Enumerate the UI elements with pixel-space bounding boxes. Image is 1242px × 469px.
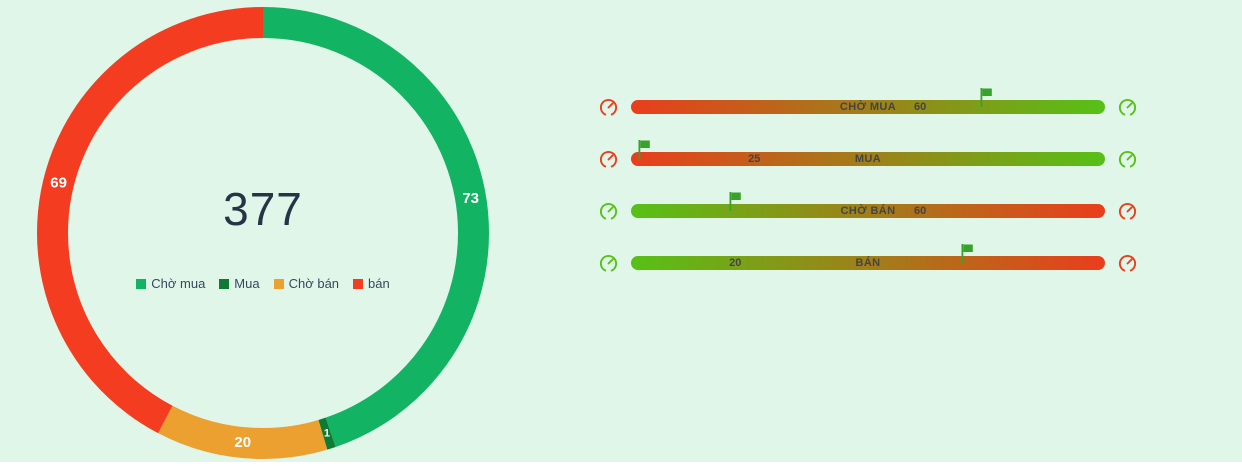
donut-segment[interactable] xyxy=(37,7,489,459)
donut-segment-label: 20 xyxy=(234,434,251,451)
gauge-row: CHỜ BÁN 60 xyxy=(598,185,1138,237)
donut-legend: Chờ mua Mua Chờ bán bán xyxy=(103,276,423,291)
gauge-row: BÁN 20 xyxy=(598,237,1138,289)
gauge-bar-value: 20 xyxy=(729,257,742,269)
gauge-bar-label: CHỜ BÁN xyxy=(840,205,896,217)
gauge-row: MUA 25 xyxy=(598,133,1138,185)
legend-item[interactable]: bán xyxy=(353,276,390,291)
donut-segment-label: 1 xyxy=(324,428,330,440)
donut-total-value: 377 xyxy=(223,183,303,235)
gauge-row: CHỜ MUA 60 xyxy=(598,81,1138,133)
gauge-bar-label: BÁN xyxy=(855,257,881,269)
flag-marker-icon[interactable] xyxy=(961,244,974,263)
speedometer-left-icon xyxy=(598,253,619,274)
gauge-bar-value: 60 xyxy=(914,205,927,217)
bottom-strip xyxy=(0,462,1242,469)
gauge-bar-value: 60 xyxy=(914,101,927,113)
legend-swatch xyxy=(273,278,284,289)
legend-swatch xyxy=(353,278,364,289)
gauge-bar: MUA 25 xyxy=(631,140,1105,166)
legend-label: Mua xyxy=(234,276,260,291)
speedometer-left-icon xyxy=(598,97,619,118)
flag-marker-icon[interactable] xyxy=(980,88,993,107)
flag-marker-icon[interactable] xyxy=(638,140,651,159)
speedometer-right-icon xyxy=(1117,253,1138,274)
gauge-bar-label: MUA xyxy=(854,153,882,165)
legend-swatch xyxy=(219,278,230,289)
donut-segment-label: 69 xyxy=(50,174,67,191)
speedometer-right-icon xyxy=(1117,201,1138,222)
gauge-bar-value: 25 xyxy=(748,153,761,165)
donut-segment[interactable] xyxy=(37,7,489,459)
allocation-donut-chart: 73 1 20 69 xyxy=(37,7,489,459)
speedometer-left-icon xyxy=(598,201,619,222)
legend-label: Chờ mua xyxy=(151,276,206,291)
gauge-bar: CHỜ BÁN 60 xyxy=(631,192,1105,218)
gauge-bars: CHỜ MUA 60 MUA 25 CHỜ BÁN 60 BÁN 20 xyxy=(598,81,1138,289)
legend-label: Chờ bán xyxy=(288,276,340,291)
flag-marker-icon[interactable] xyxy=(729,192,742,211)
gauge-bar: BÁN 20 xyxy=(631,244,1105,270)
speedometer-right-icon xyxy=(1117,97,1138,118)
gauge-bar-label: CHỜ MUA xyxy=(839,101,897,113)
donut-segment-label: 73 xyxy=(462,190,479,207)
legend-label: bán xyxy=(368,276,390,291)
speedometer-right-icon xyxy=(1117,149,1138,170)
legend-item[interactable]: Mua xyxy=(219,276,260,291)
speedometer-left-icon xyxy=(598,149,619,170)
legend-item[interactable]: Chờ mua xyxy=(136,276,205,291)
gauge-bar: CHỜ MUA 60 xyxy=(631,88,1105,114)
legend-item[interactable]: Chờ bán xyxy=(273,276,340,291)
legend-swatch xyxy=(136,278,147,289)
